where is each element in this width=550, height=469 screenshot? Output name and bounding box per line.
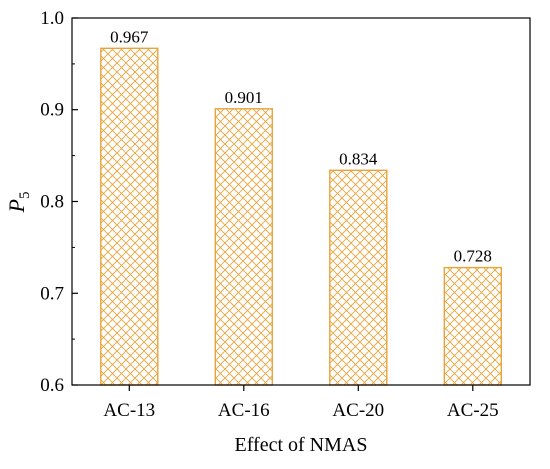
bar-ac-16 xyxy=(214,108,274,386)
data-label-ac-13: 0.967 xyxy=(110,27,149,46)
y-axis-label: P5 xyxy=(4,192,33,214)
y-tick-label: 0.6 xyxy=(40,375,64,396)
x-axis-label: Effect of NMAS xyxy=(235,434,368,456)
x-tick-label-ac-13: AC-13 xyxy=(103,400,155,421)
y-tick-label: 0.9 xyxy=(40,100,64,121)
y-tick-label: 1.0 xyxy=(40,8,64,29)
bars-layer xyxy=(100,47,502,386)
data-label-ac-16: 0.901 xyxy=(225,88,263,107)
bar-ac-13 xyxy=(100,47,159,386)
x-tick-label-ac-25: AC-25 xyxy=(447,400,499,421)
bar-ac-25 xyxy=(443,266,502,386)
bar-ac-20 xyxy=(329,169,388,386)
y-tick-label: 0.8 xyxy=(40,192,64,213)
x-tick-label-ac-20: AC-20 xyxy=(332,400,384,421)
data-label-ac-20: 0.834 xyxy=(339,149,378,168)
x-tick-label-ac-16: AC-16 xyxy=(218,400,270,421)
axis-layer: 0.967 AC-13 0.901 AC-16 0.834 AC-20 0.728 AC-25… xyxy=(40,8,498,421)
y-tick-label: 0.7 xyxy=(40,283,64,304)
data-label-ac-25: 0.728 xyxy=(454,247,492,266)
